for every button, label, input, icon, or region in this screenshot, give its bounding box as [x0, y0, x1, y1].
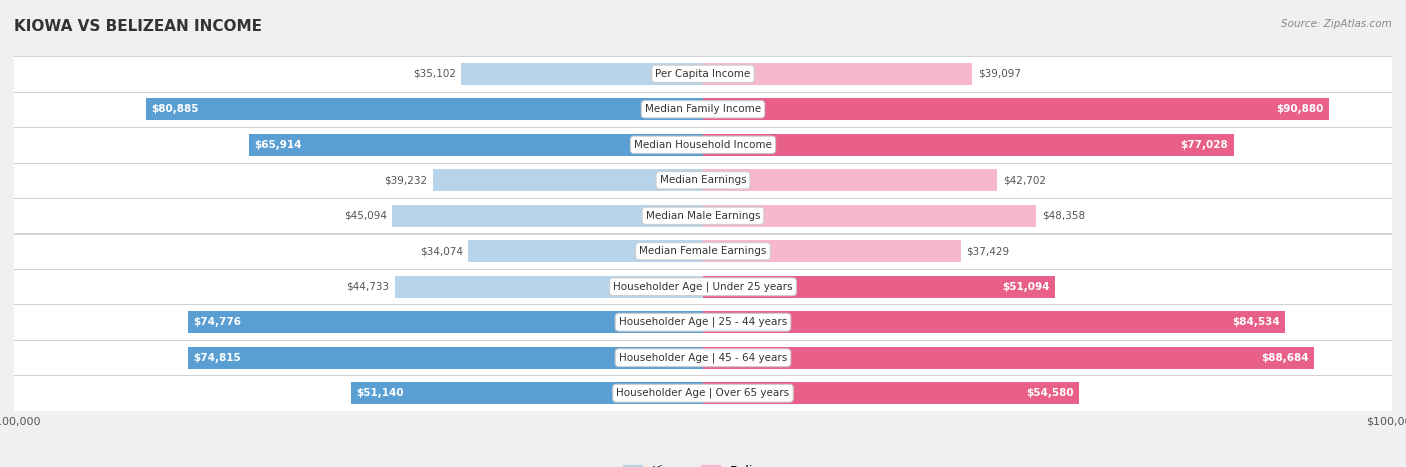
Text: $90,880: $90,880 [1277, 104, 1323, 114]
Bar [146, 98, 703, 120]
Bar [0, 92, 1406, 127]
Text: $42,702: $42,702 [1002, 175, 1046, 185]
Bar [703, 205, 1036, 227]
Text: Median Earnings: Median Earnings [659, 175, 747, 185]
Bar [703, 347, 1315, 369]
Text: $45,094: $45,094 [344, 211, 387, 221]
Bar [703, 169, 997, 191]
Text: $51,140: $51,140 [356, 388, 404, 398]
Bar [703, 240, 960, 262]
Text: $35,102: $35,102 [412, 69, 456, 79]
Text: Median Female Earnings: Median Female Earnings [640, 246, 766, 256]
Bar [392, 205, 703, 227]
Text: Source: ZipAtlas.com: Source: ZipAtlas.com [1281, 19, 1392, 28]
Text: Per Capita Income: Per Capita Income [655, 69, 751, 79]
Text: $48,358: $48,358 [1042, 211, 1085, 221]
Bar [433, 169, 703, 191]
Bar [703, 276, 1054, 298]
Text: Householder Age | 25 - 44 years: Householder Age | 25 - 44 years [619, 317, 787, 327]
Bar [0, 269, 1406, 304]
Text: $84,534: $84,534 [1232, 317, 1279, 327]
Bar [188, 311, 703, 333]
Text: Median Family Income: Median Family Income [645, 104, 761, 114]
Text: $39,097: $39,097 [977, 69, 1021, 79]
Text: $88,684: $88,684 [1261, 353, 1309, 363]
Text: KIOWA VS BELIZEAN INCOME: KIOWA VS BELIZEAN INCOME [14, 19, 262, 34]
Text: $44,733: $44,733 [346, 282, 389, 292]
Text: $37,429: $37,429 [966, 246, 1010, 256]
Bar [703, 311, 1285, 333]
Text: $80,885: $80,885 [152, 104, 198, 114]
Text: $51,094: $51,094 [1002, 282, 1049, 292]
Bar [703, 63, 973, 85]
Text: Householder Age | Over 65 years: Householder Age | Over 65 years [616, 388, 790, 398]
Text: $74,815: $74,815 [193, 353, 240, 363]
Bar [0, 234, 1406, 269]
Bar [0, 198, 1406, 234]
Bar [0, 127, 1406, 163]
Bar [350, 382, 703, 404]
Bar [249, 134, 703, 156]
Bar [0, 375, 1406, 411]
Bar [187, 347, 703, 369]
Bar [703, 382, 1078, 404]
Text: Householder Age | Under 25 years: Householder Age | Under 25 years [613, 282, 793, 292]
Bar [0, 340, 1406, 375]
Bar [703, 134, 1233, 156]
Bar [0, 56, 1406, 92]
Bar [461, 63, 703, 85]
Text: $54,580: $54,580 [1026, 388, 1074, 398]
Text: Householder Age | 45 - 64 years: Householder Age | 45 - 64 years [619, 353, 787, 363]
Text: $65,914: $65,914 [254, 140, 302, 150]
Text: $39,232: $39,232 [384, 175, 427, 185]
Text: $77,028: $77,028 [1181, 140, 1229, 150]
Bar [0, 163, 1406, 198]
Text: $34,074: $34,074 [420, 246, 463, 256]
Bar [395, 276, 703, 298]
Text: Median Male Earnings: Median Male Earnings [645, 211, 761, 221]
Text: $74,776: $74,776 [194, 317, 242, 327]
Bar [468, 240, 703, 262]
Bar [703, 98, 1329, 120]
Bar [0, 304, 1406, 340]
Legend: Kiowa, Belizean: Kiowa, Belizean [617, 460, 789, 467]
Text: Median Household Income: Median Household Income [634, 140, 772, 150]
